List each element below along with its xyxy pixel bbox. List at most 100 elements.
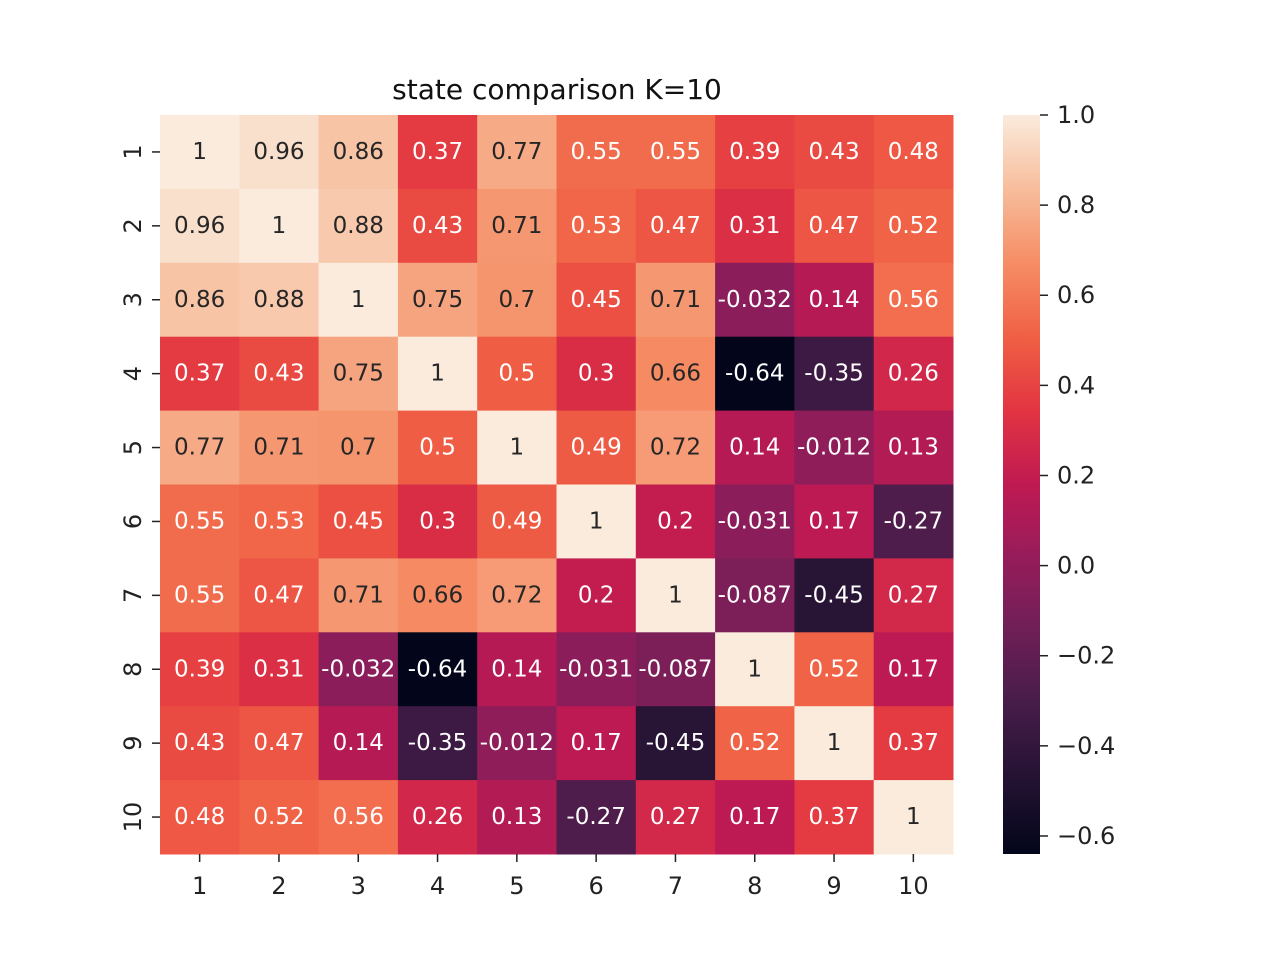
heatmap-cell — [239, 188, 320, 264]
y-tick-label: 4 — [119, 366, 147, 381]
heatmap-cell — [477, 632, 557, 707]
cell-value-label: 0.43 — [808, 139, 859, 165]
cell-value-label: 0.26 — [412, 804, 463, 830]
heatmap-cell — [477, 115, 557, 190]
y-tick-label: 7 — [119, 588, 147, 603]
chart-title: state comparison K=10 — [392, 73, 722, 106]
heatmap-cell — [556, 262, 637, 338]
cell-value-label: 1 — [589, 508, 604, 534]
cell-value-label: 0.49 — [571, 435, 622, 461]
heatmap-cell — [318, 706, 399, 781]
cell-value-label: -0.45 — [804, 582, 864, 608]
cell-value-label: 1 — [906, 804, 921, 830]
heatmap-cell — [794, 115, 875, 190]
cell-value-label: -0.031 — [559, 656, 633, 682]
cell-value-label: 0.96 — [174, 213, 225, 239]
colorbar-gradient — [1003, 115, 1040, 854]
cell-value-label: 1 — [747, 656, 762, 682]
cell-value-label: 0.49 — [491, 508, 542, 534]
x-tick-label: 8 — [747, 872, 762, 900]
cell-value-label: 0.43 — [174, 730, 225, 756]
heatmap-cell — [397, 632, 478, 707]
heatmap-cell — [397, 558, 478, 633]
heatmap-cell — [397, 262, 478, 338]
cell-value-label: 0.77 — [491, 139, 542, 165]
cell-value-label: 0.39 — [729, 139, 780, 165]
cell-value-label: 0.55 — [174, 508, 225, 534]
heatmap-cell — [873, 706, 954, 781]
cell-value-label: 0.47 — [253, 730, 304, 756]
heatmap-cell — [239, 484, 320, 559]
heatmap-cell — [873, 262, 954, 338]
cell-value-label: 0.66 — [412, 582, 463, 608]
cell-value-label: 0.96 — [253, 139, 304, 165]
cell-value-label: 0.53 — [571, 213, 622, 239]
cell-value-label: -0.27 — [884, 508, 944, 534]
cell-value-label: 0.53 — [253, 508, 304, 534]
cell-value-label: 0.17 — [571, 730, 622, 756]
heatmap-cell — [239, 706, 320, 781]
heatmap-cell — [873, 632, 954, 707]
y-tick-label: 8 — [119, 662, 147, 677]
heatmap-cell — [635, 632, 716, 707]
heatmap-cell — [635, 115, 716, 190]
cell-value-label: -0.032 — [321, 656, 395, 682]
cell-value-label: 0.86 — [333, 139, 384, 165]
cell-value-label: 0.52 — [253, 804, 304, 830]
heatmap-cell — [397, 706, 478, 781]
heatmap-cell — [873, 115, 954, 190]
cell-value-label: 0.66 — [650, 361, 701, 387]
cell-value-label: -0.031 — [718, 508, 792, 534]
cell-value-label: 0.17 — [729, 804, 780, 830]
heatmap-cell — [397, 336, 478, 412]
heatmap-cell — [160, 484, 240, 559]
heatmap-cell — [477, 558, 557, 633]
cell-value-label: 0.55 — [650, 139, 701, 165]
cell-value-label: -0.087 — [718, 582, 792, 608]
heatmap-cell — [556, 115, 637, 190]
heatmap-cell — [239, 632, 320, 707]
heatmap-cell — [556, 336, 637, 412]
heatmap-cell — [318, 780, 399, 855]
cell-value-label: 0.52 — [729, 730, 780, 756]
cell-value-label: 0.37 — [888, 730, 939, 756]
heatmap-cell — [318, 188, 399, 264]
heatmap-cell — [794, 706, 875, 781]
cell-value-label: 0.72 — [491, 582, 542, 608]
heatmap-cell — [873, 484, 954, 559]
x-tick-label: 7 — [668, 872, 683, 900]
cell-value-label: 0.14 — [808, 287, 859, 313]
heatmap-cell — [715, 262, 795, 338]
cell-value-label: 0.52 — [888, 213, 939, 239]
x-tick-label: 3 — [351, 872, 366, 900]
cell-value-label: -0.012 — [480, 730, 554, 756]
heatmap-cell — [160, 188, 240, 264]
cell-value-label: 0.7 — [499, 287, 536, 313]
heatmap-cell — [635, 558, 716, 633]
y-tick-label: 5 — [119, 440, 147, 455]
cell-value-label: 0.5 — [419, 435, 456, 461]
heatmap-cell — [635, 336, 716, 412]
cell-value-label: 0.56 — [888, 287, 939, 313]
heatmap-cell — [556, 632, 637, 707]
cell-value-label: 0.5 — [499, 361, 536, 387]
cell-value-label: 0.55 — [571, 139, 622, 165]
cell-value-label: 0.27 — [888, 582, 939, 608]
cell-value-label: 1 — [192, 139, 207, 165]
heatmap-cell — [715, 410, 795, 485]
cell-value-label: 0.47 — [650, 213, 701, 239]
heatmap-cell — [715, 336, 795, 412]
cell-value-label: 0.71 — [650, 287, 701, 313]
heatmap-cell — [239, 558, 320, 633]
cell-value-label: 0.39 — [174, 656, 225, 682]
cell-value-label: 0.75 — [333, 361, 384, 387]
x-tick-label: 2 — [271, 872, 286, 900]
heatmap-cell — [715, 188, 795, 264]
cell-value-label: 0.26 — [888, 361, 939, 387]
heatmap-cell — [715, 115, 795, 190]
heatmap-cell — [397, 484, 478, 559]
heatmap-cell — [397, 410, 478, 485]
heatmap-cell — [556, 706, 637, 781]
cell-value-label: 0.55 — [174, 582, 225, 608]
